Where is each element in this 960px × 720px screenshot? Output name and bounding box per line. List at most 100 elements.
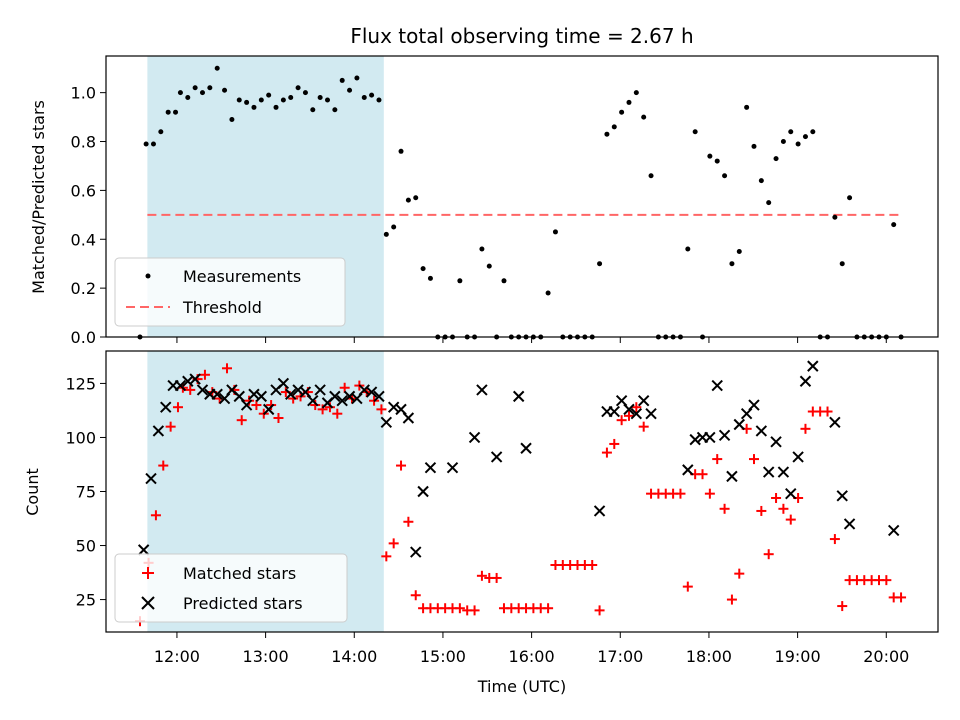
legend-predicted-marker	[141, 596, 155, 610]
matched-star-point-4	[165, 421, 176, 432]
matched-star-point-62	[587, 559, 598, 570]
top-ytick-label-2: 0.4	[71, 230, 96, 249]
predicted-star-point-39	[424, 462, 437, 474]
measurement-point-63	[597, 261, 603, 267]
measurement-point-83	[744, 104, 750, 110]
measurement-point-18	[266, 92, 272, 98]
measurement-point-47	[479, 246, 485, 252]
predicted-star-point-3	[160, 401, 172, 413]
top-ytick-label-1: 0.2	[71, 279, 96, 298]
predicted-star-point-24	[314, 384, 326, 396]
matched-star-point-15	[244, 395, 255, 406]
measurement-point-12	[222, 87, 228, 93]
predicted-star-point-27	[336, 395, 348, 407]
predicted-star-point-32	[373, 390, 385, 403]
top-ytick-label-5: 1.0	[71, 84, 96, 103]
predicted-star-point-15	[248, 388, 260, 400]
legend-threshold-label: Threshold	[182, 298, 262, 317]
predicted-star-point-71	[807, 360, 819, 372]
matched-star-point-5	[172, 402, 183, 413]
matched-star-point-24	[310, 400, 321, 411]
predicted-star-points	[137, 360, 900, 558]
predicted-star-point-58	[711, 379, 723, 392]
measurement-point-91	[802, 134, 808, 140]
predicted-star-point-75	[887, 524, 900, 537]
measurement-point-76	[692, 129, 698, 135]
top-legend-box	[114, 257, 346, 327]
predicted-star-point-31	[365, 386, 378, 398]
predicted-star-point-51	[630, 407, 643, 420]
predicted-star-point-52	[637, 395, 650, 407]
measurement-point-48	[486, 263, 492, 269]
matched-star-point-85	[756, 505, 767, 516]
predicted-star-point-6	[182, 375, 194, 387]
bot-ytick-label-3: 100	[65, 428, 96, 447]
predicted-star-point-20	[285, 388, 297, 400]
predicted-star-point-63	[748, 399, 760, 411]
matched-star-point-47	[476, 570, 487, 581]
measurement-point-31	[361, 95, 367, 101]
matched-star-point-69	[638, 421, 649, 432]
matched-star-point-38	[410, 590, 421, 601]
xtick-label-1: 13:00	[243, 647, 289, 666]
measurement-point-6	[177, 90, 183, 96]
top-panel: 0.0 0.2 0.4 0.6 0.8 1.0 Matched/Predicted sta…	[29, 55, 939, 347]
predicted-star-point-14	[240, 399, 253, 411]
matched-star-point-7	[185, 384, 196, 395]
measurement-point-88	[780, 139, 786, 145]
xtick-label-3: 15:00	[420, 647, 466, 666]
measurement-point-2	[150, 141, 156, 147]
predicted-star-point-42	[476, 384, 488, 396]
measurement-point-70	[648, 173, 654, 179]
measurement-point-96	[839, 261, 845, 267]
predicted-star-point-57	[704, 431, 716, 444]
top-ytick-label-4: 0.8	[71, 133, 96, 152]
matched-star-point-19	[273, 413, 284, 424]
predicted-star-point-53	[645, 407, 657, 420]
matched-star-point-26	[324, 402, 335, 413]
measurement-point-16	[251, 104, 257, 110]
matched-star-point-16	[251, 400, 262, 411]
measurement-point-75	[685, 246, 691, 252]
measurement-point-79	[714, 158, 720, 164]
predicted-star-point-59	[718, 429, 731, 442]
matched-star-point-86	[763, 549, 774, 560]
xtick-label-8: 20:00	[863, 647, 909, 666]
top-legend: Measurements Threshold	[114, 257, 346, 327]
measurement-point-85	[758, 178, 764, 184]
measurement-point-34	[383, 231, 389, 237]
predicted-star-point-7	[189, 373, 201, 385]
predicted-star-point-69	[792, 451, 804, 463]
predicted-star-point-33	[380, 416, 393, 429]
bot-ytick-label-1: 50	[76, 537, 96, 556]
matched-star-point-88	[778, 503, 789, 514]
measurement-point-22	[295, 85, 301, 91]
predicted-star-point-60	[726, 470, 738, 483]
measurement-point-30	[354, 75, 360, 81]
matched-star-point-87	[771, 492, 782, 503]
predicted-star-point-34	[387, 401, 400, 413]
measurement-point-15	[244, 99, 250, 105]
predicted-star-point-2	[152, 425, 165, 437]
predicted-star-point-0	[137, 544, 150, 556]
measurement-point-20	[280, 97, 286, 103]
measurement-point-67	[626, 99, 632, 105]
matched-star-point-65	[609, 438, 620, 449]
measurement-point-11	[214, 65, 220, 71]
matched-star-point-91	[800, 423, 811, 434]
x-axis-label: Time (UTC)	[477, 677, 566, 696]
matched-star-point-102	[881, 575, 892, 586]
bottom-legend: Matched stars Predicted stars	[114, 553, 348, 623]
measurement-point-23	[302, 90, 308, 96]
matched-star-point-3	[158, 460, 169, 471]
measurement-point-36	[398, 148, 404, 154]
measurement-point-56	[545, 290, 551, 296]
measurement-point-40	[427, 275, 433, 281]
measurement-point-27	[332, 107, 338, 113]
measurement-point-95	[832, 214, 838, 220]
measurement-point-90	[795, 141, 801, 147]
matched-star-point-63	[594, 605, 605, 616]
measurement-point-38	[413, 195, 419, 201]
matched-star-point-12	[222, 363, 233, 374]
matched-star-point-64	[601, 447, 612, 458]
